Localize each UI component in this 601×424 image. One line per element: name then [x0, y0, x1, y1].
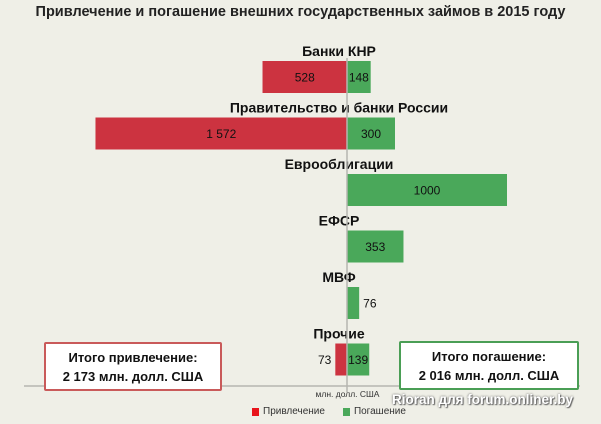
- bar-attraction: [262, 61, 347, 93]
- bar-repayment: [347, 61, 371, 93]
- legend-label-repayment: Погашение: [353, 406, 406, 417]
- bar-repayment: [347, 117, 395, 150]
- bar-attraction: [335, 343, 347, 376]
- category-label: ЕФСР: [319, 213, 360, 229]
- total-repayment-value: 2 016 млн. долл. США: [418, 368, 560, 383]
- data-label-repayment: 1000: [414, 184, 441, 198]
- category-label: Еврооблигации: [285, 156, 394, 172]
- data-label-repayment: 76: [363, 297, 377, 311]
- legend-label-attraction: Привлечение: [263, 406, 325, 417]
- category-label: Прочие: [313, 326, 365, 342]
- legend: Привлечение Погашение: [252, 406, 406, 417]
- category-label: Правительство и банки России: [230, 100, 448, 116]
- bar-repayment: [347, 287, 360, 319]
- data-label-repayment: 353: [365, 240, 385, 254]
- data-label-repayment: 139: [348, 353, 368, 367]
- total-attraction-box: Итого привлечение: 2 173 млн. долл. США: [44, 342, 222, 391]
- x-axis-label: млн. долл. США: [315, 389, 380, 399]
- total-repayment-box: Итого погашение: 2 016 млн. долл. США: [399, 341, 579, 390]
- data-label-repayment: 300: [361, 127, 381, 141]
- data-label-repayment: 148: [349, 71, 369, 85]
- bar-repayment: [347, 230, 404, 263]
- data-label-attraction: 73: [318, 353, 332, 367]
- watermark: Rioran для forum.onliner.by: [392, 392, 574, 407]
- bar-repayment: [347, 343, 370, 376]
- legend-swatch-repayment: [342, 407, 350, 416]
- total-repayment-title: Итого погашение:: [431, 349, 547, 364]
- category-label: МВФ: [322, 269, 355, 285]
- data-label-attraction: 1 572: [206, 127, 236, 141]
- bar-attraction: [95, 117, 347, 150]
- total-attraction-title: Итого привлечение:: [68, 350, 198, 365]
- chart-title: Привлечение и погашение внешних государс…: [35, 4, 566, 20]
- category-label: Банки КНР: [302, 43, 376, 59]
- legend-swatch-attraction: [252, 407, 259, 416]
- total-attraction-value: 2 173 млн. долл. США: [62, 369, 204, 384]
- bar-repayment: [347, 174, 507, 206]
- data-label-attraction: 528: [295, 71, 315, 85]
